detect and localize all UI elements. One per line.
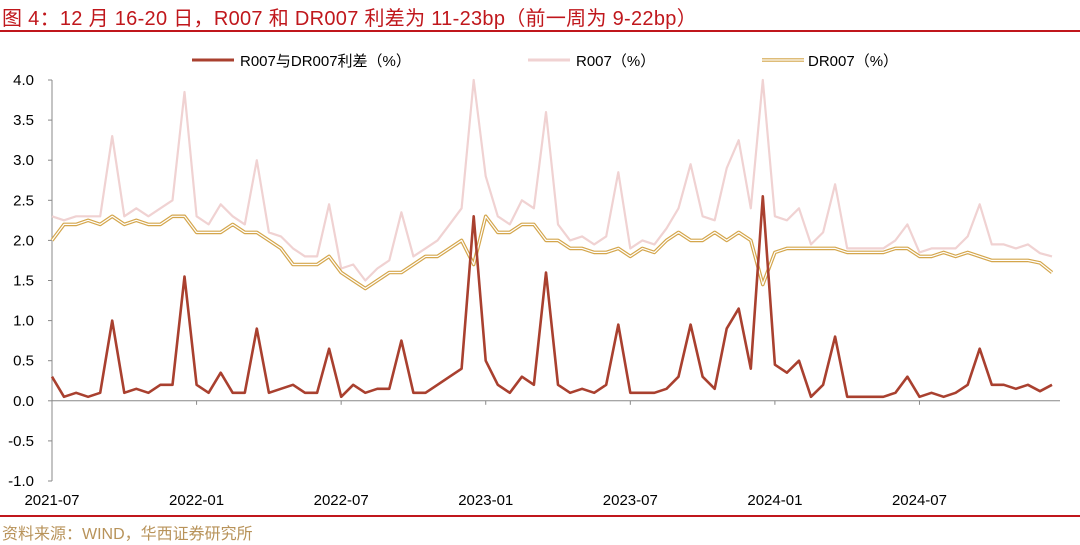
series-line-dr007-inner <box>51 215 1053 290</box>
x-tick-label: 2023-01 <box>458 492 513 509</box>
series-group <box>50 78 1054 399</box>
x-tick-label: 2024-07 <box>892 492 947 509</box>
series-line-r007 <box>51 78 1053 282</box>
y-tick-label: 4.0 <box>13 72 34 89</box>
figure-title: 图 4：12 月 16-20 日，R007 和 DR007 利差为 11-23b… <box>2 8 697 30</box>
y-tick-label: 1.0 <box>13 313 34 330</box>
y-tick-label: 1.5 <box>13 273 34 290</box>
series-line-dr007 <box>50 214 1054 291</box>
y-tick-label: 2.5 <box>13 192 34 209</box>
legend: R007与DR007利差（%） R007（%） DR007（%） <box>192 53 898 70</box>
y-axis: 4.0 3.5 3.0 2.5 2.0 1.5 1.0 0.5 0.0 -0.5 -1.0 <box>8 72 53 490</box>
title-rule <box>0 30 1080 32</box>
y-tick-label: 2.0 <box>13 232 34 249</box>
legend-label-dr007: DR007（%） <box>808 53 898 70</box>
x-tick-label: 2022-01 <box>169 492 224 509</box>
y-tick-label: 0.0 <box>13 393 34 410</box>
x-axis: 2021-07 2022-01 2022-07 2023-01 2023-07 2024-… <box>24 400 1060 509</box>
legend-label-r007: R007（%） <box>576 53 655 70</box>
y-tick-label: -0.5 <box>8 433 34 450</box>
legend-label-spread: R007与DR007利差（%） <box>240 53 411 70</box>
y-tick-label: 0.5 <box>13 353 34 370</box>
x-tick-label: 2021-07 <box>24 492 79 509</box>
y-tick-label: 3.0 <box>13 152 34 169</box>
source-rule <box>0 515 1080 517</box>
series-line-spread <box>50 195 1053 399</box>
y-tick-label: 3.5 <box>13 112 34 129</box>
x-tick-label: 2023-07 <box>603 492 658 509</box>
source-note: 资料来源：WIND，华西证券研究所 <box>2 526 253 543</box>
x-tick-label: 2022-07 <box>314 492 369 509</box>
y-tick-label: -1.0 <box>8 473 34 490</box>
x-tick-label: 2024-01 <box>747 492 802 509</box>
